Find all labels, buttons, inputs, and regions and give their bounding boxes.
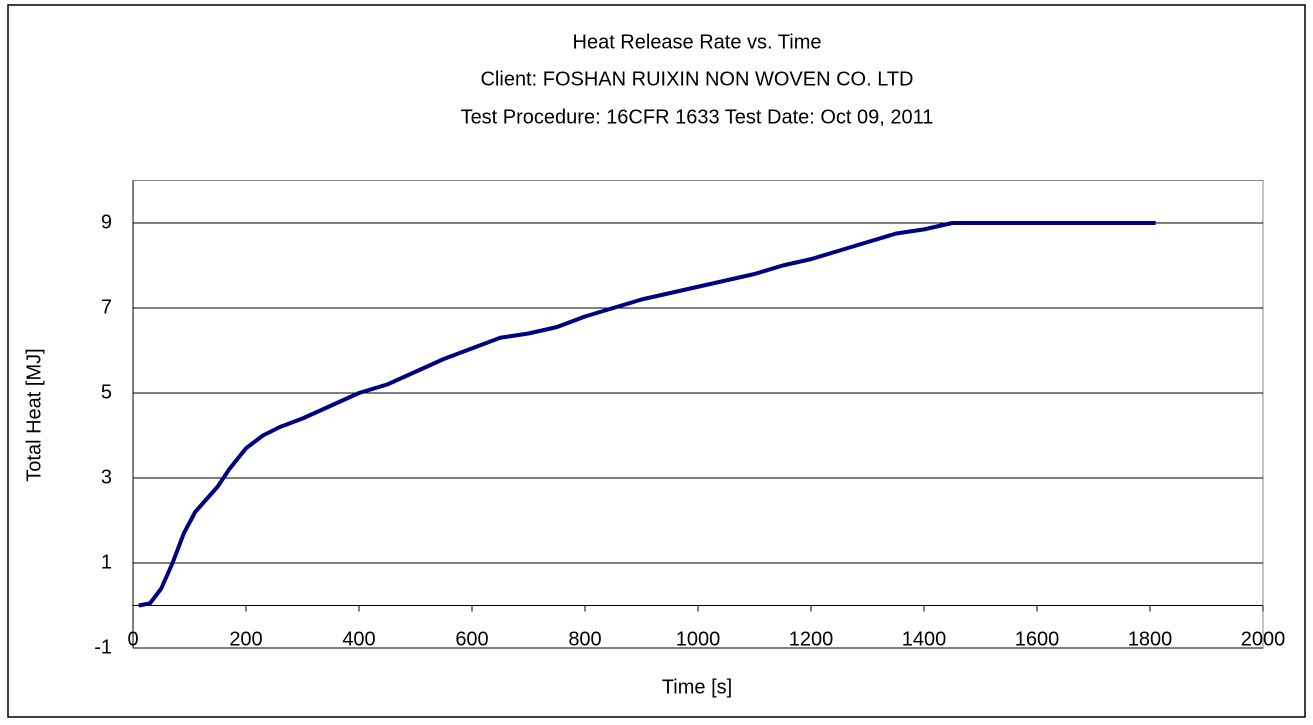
x-tick-label: 200 xyxy=(229,628,262,650)
y-tick-label: -1 xyxy=(94,636,112,658)
y-tick-label: 9 xyxy=(101,211,112,233)
y-axis-label: Total Heat [MJ] xyxy=(23,348,45,481)
x-tick-label: 0 xyxy=(127,628,138,650)
chart-title: Heat Release Rate vs. Time xyxy=(573,31,822,53)
chart-subtitle: Client: FOSHAN RUIXIN NON WOVEN CO. LTD xyxy=(480,68,913,90)
x-tick-label: 1000 xyxy=(676,628,721,650)
x-tick-label: 1600 xyxy=(1015,628,1060,650)
x-axis-label: Time [s] xyxy=(662,676,732,698)
x-tick-label: 1400 xyxy=(902,628,947,650)
x-tick-label: 800 xyxy=(568,628,601,650)
x-tick-label: 1200 xyxy=(789,628,834,650)
x-tick-label: 1800 xyxy=(1128,628,1173,650)
data-line xyxy=(138,221,1156,608)
y-tick-label: 7 xyxy=(101,296,112,318)
y-tick-label: 5 xyxy=(101,381,112,403)
plot-area xyxy=(132,180,1264,649)
x-tick-label: 400 xyxy=(342,628,375,650)
y-tick-label: 1 xyxy=(101,551,112,573)
y-tick-label: 3 xyxy=(101,466,112,488)
chart-subtitle: Test Procedure: 16CFR 1633 Test Date: Oc… xyxy=(461,106,934,128)
x-tick-label: 2000 xyxy=(1241,628,1286,650)
x-tick-label: 600 xyxy=(455,628,488,650)
